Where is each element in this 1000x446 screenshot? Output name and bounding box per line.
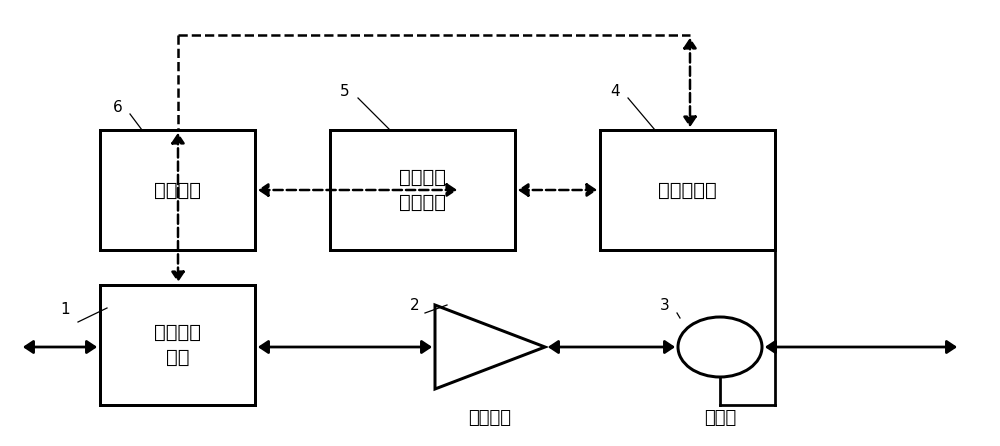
Text: 分光器: 分光器 bbox=[704, 409, 736, 427]
FancyArrowPatch shape bbox=[260, 185, 455, 195]
FancyArrowPatch shape bbox=[260, 342, 430, 352]
Text: 1: 1 bbox=[60, 302, 70, 318]
Text: 6: 6 bbox=[113, 100, 123, 116]
Text: 光功率探
测器电路: 光功率探 测器电路 bbox=[399, 168, 446, 212]
Polygon shape bbox=[435, 305, 545, 389]
Text: 光放大器: 光放大器 bbox=[468, 409, 512, 427]
Text: 5: 5 bbox=[340, 84, 350, 99]
Text: 控制单元: 控制单元 bbox=[154, 181, 201, 199]
Text: 3: 3 bbox=[660, 297, 670, 313]
Text: 4: 4 bbox=[610, 84, 620, 99]
Text: 波长选择
开关: 波长选择 开关 bbox=[154, 323, 201, 367]
FancyArrowPatch shape bbox=[550, 342, 673, 352]
Text: 2: 2 bbox=[410, 297, 420, 313]
Ellipse shape bbox=[678, 317, 762, 377]
FancyArrowPatch shape bbox=[172, 135, 184, 280]
Text: 可调滤波器: 可调滤波器 bbox=[658, 181, 717, 199]
FancyArrowPatch shape bbox=[767, 342, 955, 352]
Bar bbox=[600, 130, 775, 250]
FancyArrowPatch shape bbox=[684, 40, 696, 125]
FancyArrowPatch shape bbox=[25, 342, 95, 352]
Bar bbox=[330, 130, 515, 250]
Bar bbox=[100, 130, 255, 250]
FancyArrowPatch shape bbox=[520, 185, 595, 195]
Bar bbox=[100, 285, 255, 405]
